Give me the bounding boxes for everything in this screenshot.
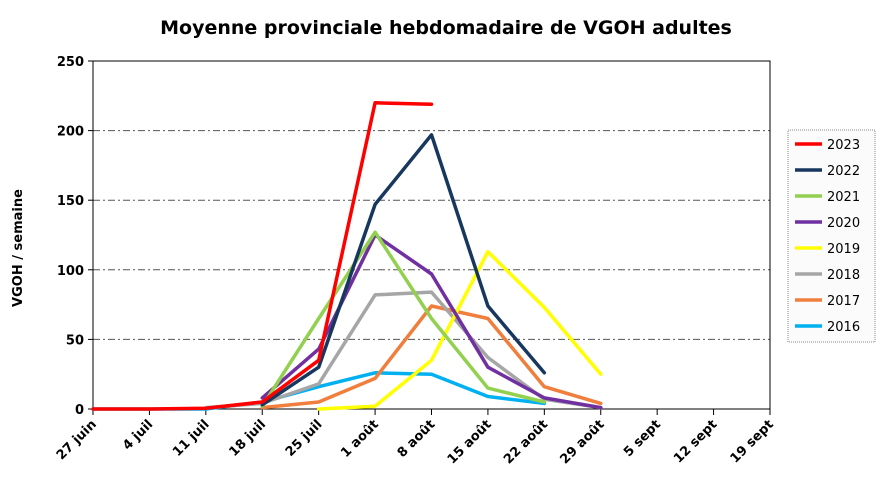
series-line-2017 — [260, 304, 603, 410]
legend-box — [787, 129, 876, 343]
series-line-2021 — [260, 230, 547, 408]
y-axis-label: VGOH / semaine — [11, 189, 26, 307]
x-tick-label: 25 juil — [283, 417, 326, 460]
x-tick-label: 11 juil — [170, 417, 213, 460]
legend-label-2023: 2023 — [827, 138, 860, 153]
legend-label-2016: 2016 — [827, 320, 860, 335]
x-tick-label: 19 sept — [728, 417, 777, 466]
legend-label-2017: 2017 — [827, 294, 860, 309]
series-line-2018 — [204, 290, 603, 410]
series-line-2020 — [260, 233, 603, 410]
chart-title: Moyenne provinciale hebdomadaire de VGOH… — [160, 17, 732, 39]
y-tick-label: 100 — [57, 264, 84, 279]
series-line-2019 — [316, 249, 603, 411]
y-tick-label: 0 — [75, 403, 84, 418]
x-tick-label: 18 juil — [226, 417, 269, 460]
legend-label-2018: 2018 — [827, 268, 860, 283]
series-line-2023 — [91, 101, 434, 411]
legend-label-2022: 2022 — [827, 164, 860, 179]
series-lines — [91, 101, 603, 411]
x-tick-label: 1 août — [338, 417, 382, 461]
y-tick-label: 150 — [57, 194, 84, 209]
legend: 2023 2022 2021 2020 2019 2018 2017 2016 — [787, 129, 876, 343]
legend-label-2021: 2021 — [827, 190, 860, 205]
x-tick-label: 8 août — [395, 417, 439, 461]
x-tick-label: 15 août — [445, 417, 495, 467]
y-tick-label: 200 — [57, 125, 84, 140]
legend-label-2019: 2019 — [827, 242, 860, 257]
x-tick-label: 12 sept — [671, 417, 720, 466]
legend-label-2020: 2020 — [827, 216, 860, 231]
y-tick-label: 50 — [66, 333, 84, 348]
y-axis-ticks: 0 50 100 150 200 250 — [57, 55, 93, 418]
x-tick-label: 27 juin — [54, 417, 100, 463]
x-tick-label: 4 juil — [120, 417, 156, 453]
y-tick-label: 250 — [57, 55, 84, 70]
x-axis-ticks: 27 juin 4 juil 11 juil 18 juil 25 juil 1 août… — [54, 409, 777, 467]
x-tick-label: 29 août — [558, 417, 608, 467]
series-line-2022 — [260, 133, 547, 407]
x-tick-label: 22 août — [501, 417, 551, 467]
x-tick-label: 5 sept — [621, 417, 664, 460]
